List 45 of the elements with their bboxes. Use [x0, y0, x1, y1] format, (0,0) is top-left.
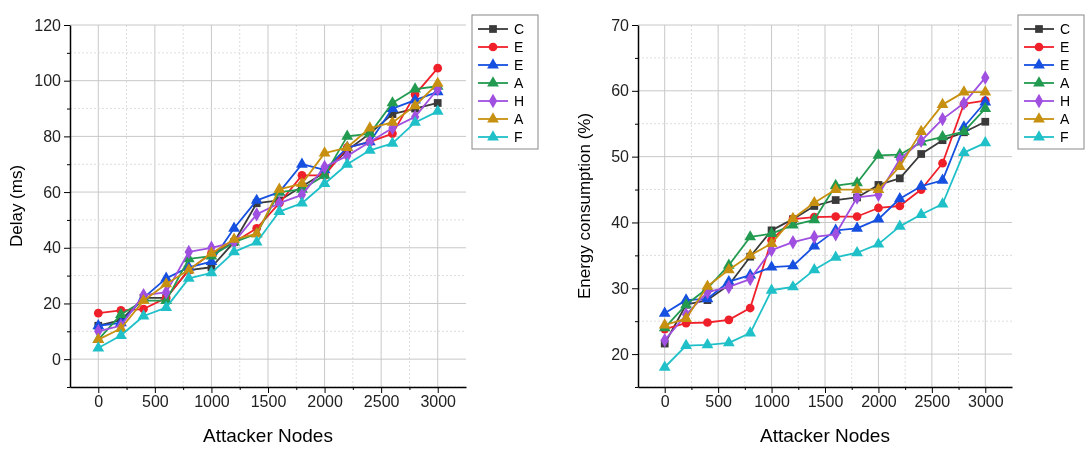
y-tick-label: 80: [43, 128, 62, 145]
legend-label: C: [1060, 20, 1071, 37]
legend-label: A: [514, 110, 524, 127]
y-axis-title: Energy consumption (%): [575, 112, 594, 300]
y-tick-label: 60: [611, 82, 630, 100]
x-tick-label: 2500: [363, 393, 400, 411]
y-tick-label: 120: [34, 16, 62, 34]
x-tick-label: 2000: [861, 393, 897, 411]
legend-label: A: [1060, 74, 1070, 91]
legend-label: E: [514, 56, 524, 73]
legend-label: H: [514, 92, 525, 109]
legend-label: E: [1060, 56, 1070, 73]
y-tick-label: 40: [43, 239, 62, 257]
y-tick-label: 70: [611, 16, 630, 34]
y-tick-label: 40: [611, 214, 630, 232]
x-tick-label: 1500: [807, 393, 844, 411]
legend-label: C: [514, 20, 525, 37]
x-tick-label: 2000: [307, 393, 343, 411]
x-tick-label: 500: [142, 393, 169, 411]
legend-label: E: [514, 38, 524, 55]
y-tick-label: 0: [52, 350, 62, 368]
y-tick-label: 20: [611, 345, 630, 363]
y-tick-label: 30: [611, 279, 630, 297]
y-axis-title: Delay (ms): [7, 164, 26, 248]
legend-label: E: [1060, 38, 1070, 55]
x-tick-label: 0: [660, 393, 670, 411]
x-tick-label: 3000: [420, 393, 457, 411]
y-tick-label: 20: [43, 295, 62, 313]
y-tick-label: 60: [43, 183, 62, 201]
y-tick-label: 100: [34, 72, 62, 90]
x-axis-title: Attacker Nodes: [203, 425, 333, 446]
legend-label: H: [1060, 92, 1071, 109]
y-tick-label: 50: [611, 148, 630, 166]
x-tick-label: 3000: [967, 393, 1004, 411]
legend-label: F: [514, 128, 523, 145]
x-tick-label: 0: [94, 393, 104, 411]
x-axis-title: Attacker Nodes: [760, 425, 890, 446]
legend-label: A: [1060, 110, 1070, 127]
legend-label: F: [1060, 128, 1069, 145]
x-tick-label: 500: [705, 393, 733, 411]
x-tick-label: 2500: [914, 393, 951, 411]
x-tick-label: 1500: [250, 393, 287, 411]
legend-label: A: [514, 74, 524, 91]
x-tick-label: 1000: [194, 393, 230, 411]
x-tick-label: 1000: [754, 393, 790, 411]
